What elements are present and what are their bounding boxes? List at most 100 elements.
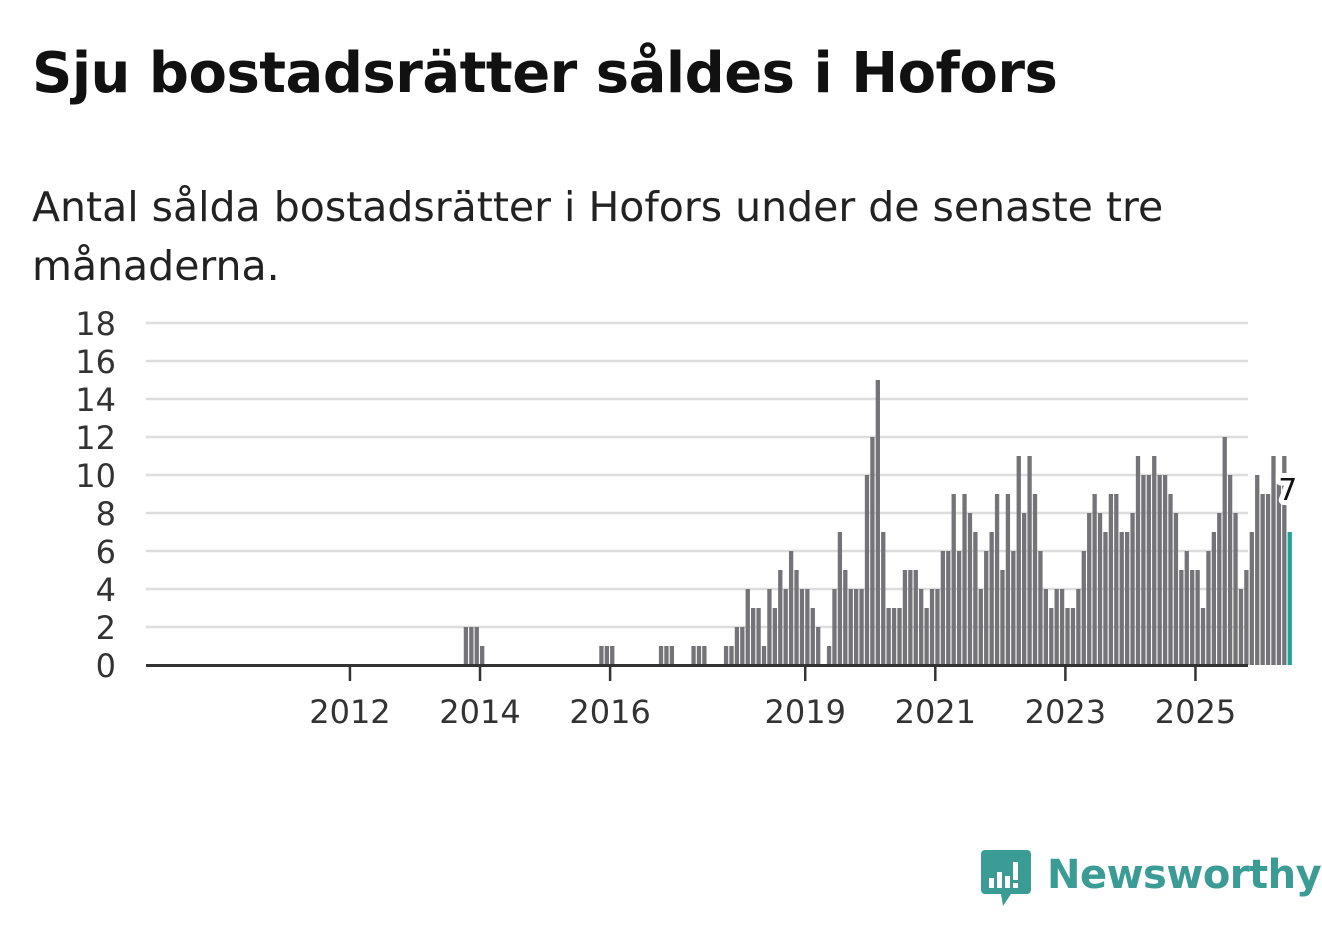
bar [1157,475,1162,665]
bar [805,589,810,665]
bar [469,627,474,665]
bar [919,589,924,665]
bar [772,608,777,665]
bar [1238,589,1244,665]
bar [474,627,479,665]
bar [696,646,702,665]
bar [870,437,875,665]
bar [799,589,805,665]
bar [1022,513,1027,665]
bar [929,589,935,665]
bar [1244,570,1249,665]
bar [1249,532,1254,665]
bar [1125,532,1130,665]
bar [1027,456,1032,665]
bar [778,570,783,665]
bar [1222,437,1227,665]
bar [1152,456,1157,665]
bar [848,589,853,665]
y-tick-label: 2 [96,609,116,647]
bar [1054,589,1059,665]
bar [1016,456,1021,665]
bar [1108,494,1114,665]
x-tick-label: 2016 [569,693,650,731]
bar [1000,570,1005,665]
bar [951,494,956,665]
bar [886,608,891,665]
bar [940,551,946,665]
y-tick-label: 10 [75,457,116,495]
bar [1070,608,1076,665]
bar [723,646,729,665]
bar [1005,494,1011,665]
bar [1227,475,1233,665]
bar [967,513,973,665]
bar [1097,513,1103,665]
bar [669,646,675,665]
y-tick-label: 6 [96,533,116,571]
bar [924,608,929,665]
bar [1141,475,1146,665]
bar [1200,608,1206,665]
bar [978,589,983,665]
bar [1168,494,1173,665]
bar [1065,608,1070,665]
bar [897,608,902,665]
bar [745,589,750,665]
bars [463,380,1292,665]
bar [610,646,615,665]
bar [1059,589,1065,665]
bar [1217,513,1222,665]
bar [973,532,978,665]
y-tick-label: 18 [75,305,116,343]
x-tick-label: 2014 [439,693,520,731]
bar [1119,532,1124,665]
bar [1076,589,1081,665]
annotations: 77 [1273,468,1302,513]
bar [891,608,897,665]
bar [783,589,788,665]
bar [859,589,864,665]
bar [837,532,843,665]
x-tick-label: 2021 [895,693,976,731]
bar [1276,475,1282,665]
x-axis-ticks: 2012 2014 2016 2019 2021 2023 2025 [309,665,1236,731]
y-tick-label: 4 [96,571,116,609]
bar [1184,551,1189,665]
bar [854,589,859,665]
bar [864,475,870,665]
bar [1265,494,1271,665]
bar [1103,532,1108,665]
bar [843,570,848,665]
bar [1032,494,1038,665]
bar [463,627,469,665]
y-tick-label: 8 [96,495,116,533]
bar [946,551,951,665]
bar [767,589,772,665]
bar [956,551,962,665]
bar [984,551,989,665]
bar [935,589,940,665]
bar [1114,494,1119,665]
chart-title: Sju bostadsrätter såldes i Hofors [32,41,1058,106]
bar [1081,551,1086,665]
bar [1087,513,1092,665]
bar [1206,551,1211,665]
bar [1049,608,1054,665]
bar [826,646,832,665]
bar [908,570,913,665]
bar [691,646,696,665]
bar [729,646,734,665]
bar [994,494,1000,665]
y-tick-label: 14 [75,381,116,419]
bar [1195,570,1200,665]
bar [740,627,745,665]
bar [832,589,837,665]
bar [1043,589,1048,665]
bar [810,608,815,665]
newsworthy-logo: Newsworthy [981,850,1322,910]
bar [1255,475,1260,665]
bar [794,570,799,665]
bar [902,570,908,665]
